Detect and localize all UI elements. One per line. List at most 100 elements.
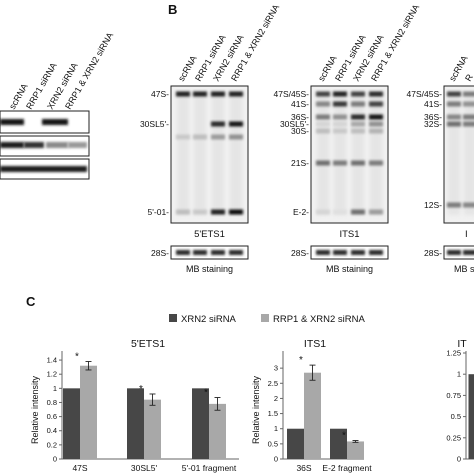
size-marker: E-2- (293, 207, 309, 217)
y-tick-label: 1.5 (268, 409, 278, 418)
y-tick-label: 2.5 (268, 379, 278, 388)
blot-band (316, 114, 330, 120)
blot-band (369, 121, 383, 127)
control-strip (170, 245, 249, 260)
size-marker: 41S- (291, 99, 309, 109)
lane-label: R (463, 72, 474, 83)
bar (468, 374, 474, 459)
y-axis-label: Relative intensity (251, 375, 261, 444)
legend: XRN2 siRNA RRP1 & XRN2 siRNA (169, 314, 366, 325)
y-tick-label: 1 (274, 424, 278, 433)
y-tick-label: 0 (274, 455, 278, 464)
size-marker: 47S- (151, 89, 169, 99)
blot-band (316, 128, 330, 134)
blot-band (176, 91, 190, 97)
blot-band (333, 121, 347, 127)
blot-band (333, 114, 347, 120)
blot-band (447, 121, 461, 127)
blot-band (463, 91, 474, 97)
lane-smear (317, 95, 329, 215)
blot-band (369, 114, 383, 120)
legend-label: RRP1 & XRN2 siRNA (273, 314, 366, 325)
blot-band (316, 209, 330, 215)
control-band (176, 250, 190, 255)
bar-chart: IT 0 0.25 0.5 0.75 1 1.25 (446, 338, 474, 464)
size-marker: 36S- (291, 112, 309, 122)
blot-band (316, 160, 330, 166)
blot-band (351, 101, 365, 107)
y-tick-label: 0.5 (268, 439, 278, 448)
blot-band (351, 128, 365, 134)
blot-band (351, 91, 365, 97)
blot-band (463, 121, 474, 127)
y-tick-label: 1 (53, 384, 57, 393)
x-tick-label: 36S (296, 463, 311, 473)
size-marker: 30SL5'- (140, 119, 169, 129)
panel-a-lane-labels: scRNA RRP1 siRNA XRN2 siRNA RRP1 & XRN2 … (7, 31, 115, 111)
size-marker: 30SL5'- (280, 119, 309, 129)
blot-band (211, 209, 225, 215)
bar (192, 388, 209, 459)
blot-band (351, 114, 365, 120)
blot-band (229, 134, 243, 140)
probe-label: I (465, 229, 468, 240)
size-marker: 12S- (424, 200, 442, 210)
blot-band (369, 128, 383, 134)
blot-band (333, 160, 347, 166)
blot-strip (0, 135, 90, 157)
size-marker: 5'-01- (148, 207, 170, 217)
blot-band (211, 121, 225, 127)
lane-smear (230, 95, 242, 215)
blot-band (193, 209, 207, 215)
y-axis-label: Relative intensity (30, 375, 40, 444)
significance-marker: * (75, 351, 79, 362)
y-tick-label: 1.4 (47, 356, 57, 365)
y-tick-label: 0.4 (47, 426, 57, 435)
blot-band (333, 101, 347, 107)
lane-smear (352, 95, 364, 215)
blot-band (333, 209, 347, 215)
y-tick-label: 1 (457, 370, 461, 379)
blot-band (229, 121, 243, 127)
size-marker: 47S/45S- (274, 89, 310, 99)
lane-smear (177, 95, 189, 215)
control-marker: 28S- (291, 248, 309, 258)
blot-band (176, 134, 190, 140)
blot-band (369, 160, 383, 166)
stain-label: MB staining (186, 264, 233, 274)
bar (304, 372, 321, 459)
control-band (351, 250, 365, 255)
control-band (463, 250, 474, 255)
control-band (229, 250, 243, 255)
blot-band (447, 91, 461, 97)
size-marker: 41S- (424, 99, 442, 109)
size-marker: 30S- (291, 126, 309, 136)
probe-label: ITS1 (339, 229, 359, 240)
bar (347, 441, 364, 459)
blot-band (193, 134, 207, 140)
blot-band (333, 128, 347, 134)
blot-band (211, 134, 225, 140)
chart-title: 5'ETS1 (131, 338, 165, 350)
bar (63, 388, 80, 459)
lane-smear (212, 95, 224, 215)
y-tick-label: 0.2 (47, 440, 57, 449)
bar-chart: 5'ETS1 Relative intensity 0 0.2 0.4 0.6 0.8 1 1.… (30, 338, 239, 473)
legend-label: XRN2 siRNA (181, 314, 237, 325)
bar-chart: ITS1 Relative intensity 0 0.5 1 1.5 2 2.5 3 * 36S *… (251, 338, 372, 473)
blot-band (211, 91, 225, 97)
y-tick-label: 0.5 (451, 412, 461, 421)
size-marker: 47S/45S- (407, 89, 443, 99)
panel-letter-c: C (26, 294, 36, 309)
blot-band (369, 91, 383, 97)
y-tick-label: 0.6 (47, 412, 57, 421)
blot-band (193, 91, 207, 97)
y-tick-label: 1.2 (47, 370, 57, 379)
y-tick-label: 0 (53, 455, 57, 464)
control-band (193, 250, 207, 255)
blot-band (447, 114, 461, 120)
blot-band (333, 91, 347, 97)
control-marker: 28S- (151, 248, 169, 258)
x-tick-label: 30SL5' (131, 463, 158, 473)
